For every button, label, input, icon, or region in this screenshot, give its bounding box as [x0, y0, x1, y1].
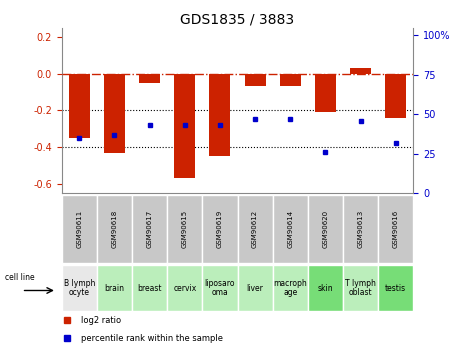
Text: T lymph
oblast: T lymph oblast: [345, 279, 376, 297]
Bar: [97, 195, 132, 263]
Bar: [350, 68, 371, 73]
Bar: [378, 195, 413, 263]
Bar: [273, 195, 308, 263]
Text: macroph
age: macroph age: [273, 279, 307, 297]
Bar: [209, 73, 230, 156]
Bar: [238, 265, 273, 311]
Bar: [202, 265, 238, 311]
Text: brain: brain: [104, 284, 124, 293]
Text: GSM90618: GSM90618: [112, 209, 117, 248]
Text: testis: testis: [385, 284, 406, 293]
Bar: [343, 265, 378, 311]
Text: percentile rank within the sample: percentile rank within the sample: [81, 334, 223, 343]
Bar: [97, 265, 132, 311]
Bar: [174, 73, 195, 178]
Text: cell line: cell line: [5, 273, 35, 282]
Bar: [273, 265, 308, 311]
Title: GDS1835 / 3883: GDS1835 / 3883: [180, 12, 294, 27]
Bar: [245, 73, 266, 87]
Bar: [62, 195, 97, 263]
Bar: [315, 73, 336, 112]
Text: cervix: cervix: [173, 284, 196, 293]
Bar: [308, 195, 343, 263]
Text: GSM90615: GSM90615: [182, 209, 188, 248]
Text: GSM90612: GSM90612: [252, 209, 258, 248]
Bar: [202, 195, 238, 263]
Bar: [385, 73, 406, 118]
Bar: [69, 73, 90, 138]
Text: GSM90614: GSM90614: [287, 209, 293, 248]
Bar: [132, 265, 167, 311]
Bar: [378, 265, 413, 311]
Bar: [167, 265, 202, 311]
Text: skin: skin: [318, 284, 333, 293]
Bar: [280, 73, 301, 87]
Text: liposaro
oma: liposaro oma: [205, 279, 235, 297]
Text: GSM90620: GSM90620: [323, 209, 328, 248]
Bar: [132, 195, 167, 263]
Bar: [139, 73, 160, 83]
Text: breast: breast: [137, 284, 162, 293]
Text: log2 ratio: log2 ratio: [81, 316, 121, 325]
Text: GSM90611: GSM90611: [76, 209, 82, 248]
Text: GSM90619: GSM90619: [217, 209, 223, 248]
Bar: [238, 195, 273, 263]
Text: GSM90616: GSM90616: [393, 209, 399, 248]
Bar: [104, 73, 125, 153]
Bar: [308, 265, 343, 311]
Text: GSM90617: GSM90617: [147, 209, 152, 248]
Bar: [167, 195, 202, 263]
Bar: [343, 195, 378, 263]
Text: B lymph
ocyte: B lymph ocyte: [64, 279, 95, 297]
Text: liver: liver: [247, 284, 264, 293]
Text: GSM90613: GSM90613: [358, 209, 363, 248]
Bar: [62, 265, 97, 311]
